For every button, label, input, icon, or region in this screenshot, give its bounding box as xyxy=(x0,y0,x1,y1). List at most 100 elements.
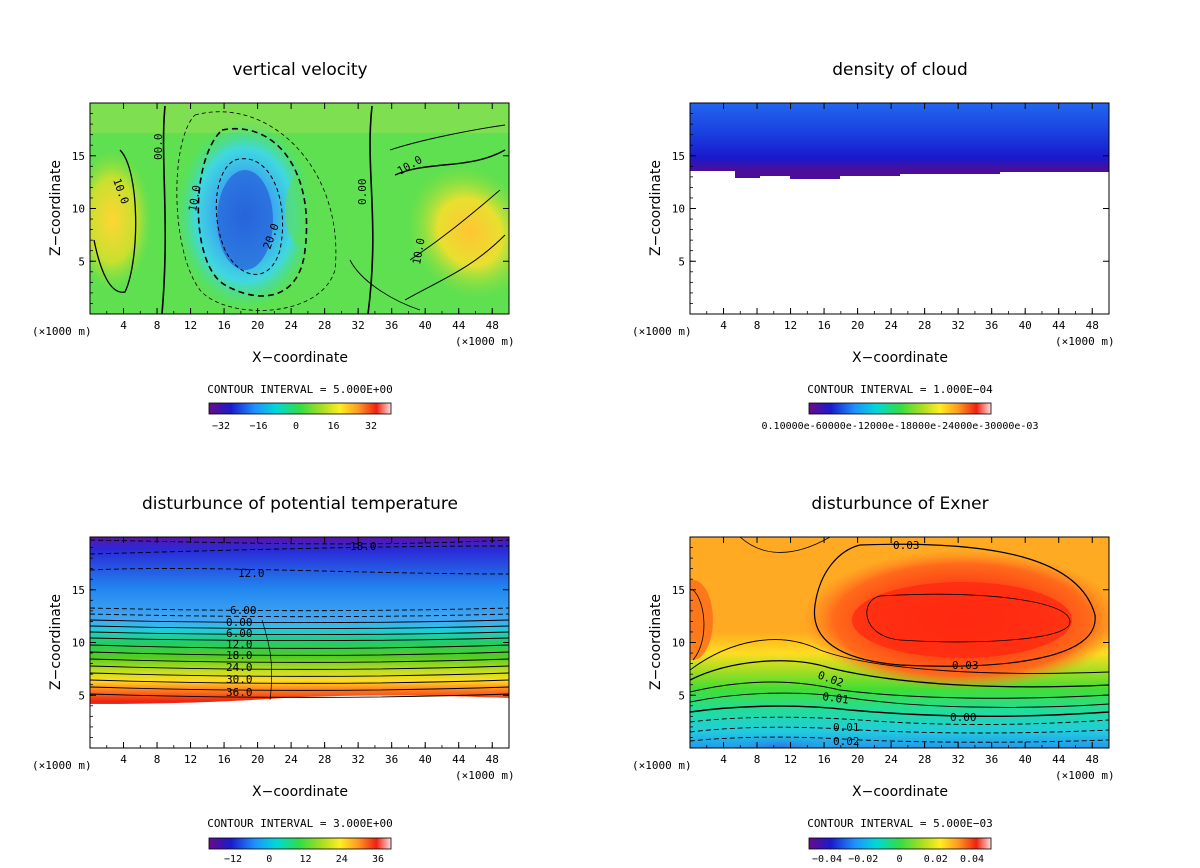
x-tick-label: 12 xyxy=(184,319,197,332)
x-tick-label: 44 xyxy=(452,319,466,332)
contour-lines xyxy=(93,105,506,314)
x-ticks: 4 8 12 16 20 24 28 32 36 40 44 48 xyxy=(106,537,499,766)
colorbar-labels: −12 0 12 24 36 xyxy=(224,854,384,865)
x-tick-label: 44 xyxy=(1052,319,1066,332)
y-tick-label: 10 xyxy=(72,203,85,216)
contour-label: 18.0 xyxy=(350,540,377,553)
x-tick-label: 12 xyxy=(784,319,797,332)
colorbar-label: 0.10000e-60000e-12000e-18000e-24000e-300… xyxy=(762,421,1039,432)
x-tick-label: 48 xyxy=(1086,753,1099,766)
x-tick-label: 4 xyxy=(120,319,127,332)
x-unit-right: (×1000 m) xyxy=(455,335,515,348)
y-tick-label: 5 xyxy=(78,255,85,268)
x-tick-label: 8 xyxy=(754,319,761,332)
x-tick-label: 24 xyxy=(884,753,898,766)
x-tick-label: 28 xyxy=(318,319,331,332)
contour-label: 18.0 xyxy=(226,649,253,662)
x-unit-right: (×1000 m) xyxy=(455,769,515,782)
y-ticks: 5 10 15 xyxy=(72,113,509,304)
colorbar-label: 0.02 xyxy=(924,854,948,865)
x-tick-label: 20 xyxy=(251,319,264,332)
y-axis-label: Z−coordinate xyxy=(648,594,664,690)
x-tick-label: 48 xyxy=(1086,319,1099,332)
contour-label: 0.03 xyxy=(952,659,979,672)
colorbar-label: −0.04 xyxy=(812,854,842,865)
colorbar-label: −12 xyxy=(224,854,242,865)
x-unit-left: (×1000 m) xyxy=(632,325,692,338)
x-unit-right: (×1000 m) xyxy=(1055,769,1115,782)
x-tick-label: 44 xyxy=(1052,753,1066,766)
x-axis-label: X−coordinate xyxy=(852,350,948,366)
x-tick-label: 8 xyxy=(754,753,761,766)
x-axis-label: X−coordinate xyxy=(852,784,948,800)
y-tick-label: 5 xyxy=(678,689,685,702)
colorbar-label: 16 xyxy=(327,421,339,432)
panel-potential-temperature: disturbunce of potential temperature xyxy=(90,494,509,748)
contour-label: 24.0 xyxy=(226,661,253,674)
x-unit-left: (×1000 m) xyxy=(632,759,692,772)
colorbar-label: −0.02 xyxy=(848,854,878,865)
x-tick-label: 8 xyxy=(154,753,161,766)
x-tick-label: 28 xyxy=(318,753,331,766)
contour-label: 6.00 xyxy=(230,604,257,617)
y-ticks: 5 10 15 xyxy=(72,547,509,738)
y-tick-label: 15 xyxy=(72,584,85,597)
contour-label: 30.0 xyxy=(226,673,253,686)
x-tick-label: 40 xyxy=(419,753,432,766)
contour-interval: CONTOUR INTERVAL = 5.000E−03 xyxy=(807,817,992,830)
heatmap-fill xyxy=(690,537,1109,748)
y-ticks: 5 10 15 xyxy=(672,547,1109,738)
contour-label: 0.00 xyxy=(226,616,253,629)
x-ticks: 4 8 12 16 20 24 28 32 36 40 44 48 xyxy=(706,537,1099,766)
y-axis-label: Z−coordinate xyxy=(48,160,64,256)
contour-interval: CONTOUR INTERVAL = 1.000E−04 xyxy=(807,383,993,396)
x-tick-label: 12 xyxy=(184,753,197,766)
contour-label: 12.0 xyxy=(226,638,253,651)
contour-label: 10.0 xyxy=(186,184,203,212)
chart-title: disturbunce of potential temperature xyxy=(142,494,458,514)
contour-interval: CONTOUR INTERVAL = 3.000E+00 xyxy=(207,817,392,830)
contour-label: 6.00 xyxy=(226,627,253,640)
x-tick-label: 20 xyxy=(851,753,864,766)
heatmap-fill xyxy=(90,537,509,748)
contour-label: 0.03 xyxy=(893,539,920,552)
contour-label: 0.02 xyxy=(833,735,860,748)
x-tick-label: 16 xyxy=(817,753,830,766)
x-tick-label: 36 xyxy=(985,753,998,766)
x-tick-label: 32 xyxy=(352,753,365,766)
y-tick-label: 15 xyxy=(72,150,85,163)
colorbar-label: 0 xyxy=(266,854,272,865)
x-tick-label: 4 xyxy=(720,753,727,766)
colorbar-label: 24 xyxy=(336,854,348,865)
x-tick-label: 16 xyxy=(217,319,230,332)
contour-interval: CONTOUR INTERVAL = 5.000E+00 xyxy=(207,383,392,396)
y-ticks: 5 10 15 xyxy=(672,113,1109,304)
x-unit-left: (×1000 m) xyxy=(32,759,92,772)
x-unit-right: (×1000 m) xyxy=(1055,335,1115,348)
contour-label: 0.00 xyxy=(356,179,369,206)
x-axis-label: X−coordinate xyxy=(252,784,348,800)
x-tick-label: 24 xyxy=(284,753,298,766)
x-tick-label: 36 xyxy=(385,753,398,766)
x-tick-label: 36 xyxy=(385,319,398,332)
colorbar-label: 12 xyxy=(299,854,311,865)
x-tick-label: 16 xyxy=(217,753,230,766)
colorbar xyxy=(208,402,392,415)
x-tick-label: 28 xyxy=(918,319,931,332)
x-tick-label: 40 xyxy=(419,319,432,332)
y-tick-label: 10 xyxy=(672,203,685,216)
heatmap-fill xyxy=(90,103,509,314)
contour-labels: 18.0 12.0 6.00 0.00 6.00 12.0 18.0 24.0 … xyxy=(226,540,377,699)
y-axis-label: Z−coordinate xyxy=(648,160,664,256)
x-tick-label: 24 xyxy=(284,319,298,332)
x-tick-label: 36 xyxy=(985,319,998,332)
y-tick-label: 15 xyxy=(672,150,685,163)
x-ticks: 4 8 12 16 20 24 28 32 36 40 44 48 xyxy=(706,103,1099,332)
x-tick-label: 48 xyxy=(486,753,499,766)
x-tick-label: 32 xyxy=(952,319,965,332)
panel-density-of-cloud: density of cloud xyxy=(690,60,1109,314)
x-axis-label: X−coordinate xyxy=(252,350,348,366)
